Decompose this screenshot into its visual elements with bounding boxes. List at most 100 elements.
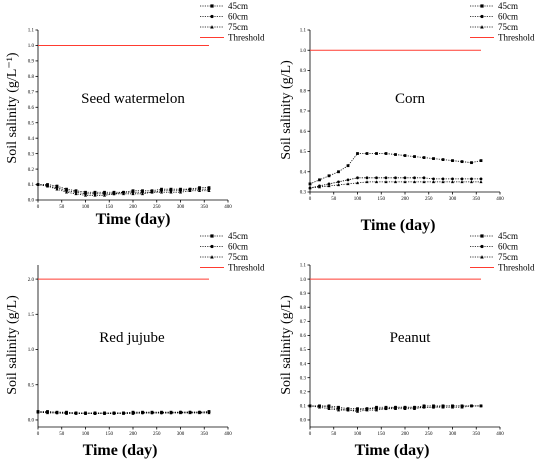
legend-label: Threshold: [228, 263, 265, 273]
y-tick-label: 1.5: [28, 313, 35, 318]
y-tick-label: 0.2: [300, 390, 307, 395]
y-tick-label: 0.1: [28, 183, 35, 188]
data-point: [450, 405, 455, 409]
y-tick-label: 0.4: [300, 170, 307, 175]
legend-item: Threshold: [470, 263, 535, 273]
data-point: [336, 183, 341, 187]
data-point: [365, 152, 369, 155]
data-point: [159, 190, 164, 194]
data-point: [356, 407, 359, 411]
legend-label: Threshold: [228, 33, 265, 43]
y-axis-label: Soil salinity (g/L⁻¹): [5, 52, 20, 163]
x-tick-label: 50: [59, 205, 65, 210]
data-point: [470, 177, 473, 181]
data-point: [64, 411, 69, 415]
x-tick-label: 150: [106, 205, 114, 210]
chart-title: Red jujube: [99, 330, 165, 346]
data-point: [121, 411, 126, 415]
y-tick-label: 1.0: [300, 49, 307, 54]
data-point: [479, 180, 483, 184]
data-point: [308, 182, 312, 186]
data-point: [197, 411, 202, 415]
legend-label: 60cm: [498, 12, 518, 22]
data-point: [432, 157, 435, 160]
data-point: [318, 178, 321, 182]
data-point: [394, 153, 397, 156]
data-point: [412, 180, 417, 184]
data-point: [45, 411, 50, 415]
data-point: [393, 407, 398, 410]
chart-panel-2: 0 50 100 150 200 250 300 350 400 0.3 0.4 0.5 0.6 0.7 0…: [279, 1, 535, 234]
data-point: [375, 176, 378, 180]
data-point: [169, 187, 173, 191]
data-point: [112, 411, 116, 415]
data-point: [375, 405, 378, 409]
legend-marker: [210, 25, 214, 29]
legend-marker: [210, 244, 214, 249]
data-point: [365, 408, 369, 412]
data-point: [384, 407, 388, 410]
x-axis-label: Time (day): [361, 217, 436, 234]
data-point: [365, 180, 369, 184]
x-tick-label: 150: [106, 432, 114, 437]
data-point: [327, 184, 331, 188]
data-point: [327, 404, 331, 408]
data-point: [337, 405, 340, 409]
data-point: [317, 405, 322, 409]
legend-item: Threshold: [200, 263, 265, 273]
data-point: [460, 177, 464, 181]
legend-label: 45cm: [228, 1, 248, 11]
data-point: [36, 410, 40, 414]
x-axis-label: Time (day): [83, 442, 158, 459]
legend-label: 75cm: [498, 22, 518, 32]
legend-item: 75cm: [470, 252, 518, 262]
y-tick-label: 1.1: [300, 29, 307, 34]
data-point: [327, 174, 331, 178]
x-tick-label: 200: [129, 432, 137, 437]
data-point: [65, 187, 68, 191]
data-point: [403, 180, 407, 184]
data-point: [178, 190, 183, 194]
chart-title: Corn: [395, 91, 426, 107]
data-point: [64, 190, 69, 194]
y-tick-label: 0.2: [28, 168, 35, 173]
legend-marker: [480, 255, 484, 259]
x-tick-label: 400: [224, 432, 232, 437]
data-point: [327, 407, 331, 410]
data-point: [131, 411, 135, 415]
x-tick-label: 100: [82, 205, 90, 210]
y-tick-label: 0.6: [28, 106, 35, 111]
data-point: [336, 408, 341, 412]
x-tick-label: 0: [309, 197, 312, 202]
x-tick-label: 200: [401, 197, 409, 202]
data-point: [422, 405, 426, 409]
data-point: [179, 187, 182, 191]
y-tick-label: 0.8: [300, 306, 307, 311]
data-point: [384, 180, 388, 184]
data-point: [131, 189, 135, 193]
chart-panel-1: 0 50 100 150 200 250 300 350 400 0.0 0.1 0.2 0.3 0.4 0…: [5, 1, 265, 228]
y-tick-label: 1.1: [300, 264, 307, 269]
data-point: [346, 164, 350, 168]
legend-label: 75cm: [228, 252, 248, 262]
data-point: [84, 190, 87, 194]
y-tick-label: 2.0: [28, 278, 35, 283]
data-point: [102, 411, 107, 415]
x-tick-label: 150: [378, 432, 386, 437]
series-45cm: [308, 152, 483, 186]
data-point: [188, 189, 192, 192]
legend-label: 60cm: [228, 12, 248, 22]
x-tick-label: 100: [354, 197, 362, 202]
data-point: [159, 411, 164, 415]
data-point: [337, 180, 340, 184]
y-tick-label: 0.7: [300, 320, 307, 325]
data-point: [470, 161, 473, 165]
data-point: [451, 177, 454, 181]
y-tick-label: 0.6: [300, 334, 307, 339]
x-tick-label: 350: [201, 205, 209, 210]
legend-item: 60cm: [470, 12, 518, 22]
legend-item: 45cm: [200, 231, 248, 241]
data-point: [197, 189, 202, 192]
